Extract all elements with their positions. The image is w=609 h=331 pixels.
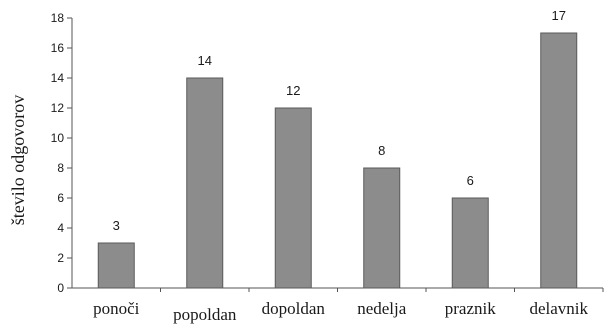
bar-ponoči (97, 242, 135, 289)
data-label: 17 (552, 8, 566, 23)
y-tick-label: 2 (57, 251, 64, 265)
y-tick-label: 14 (51, 71, 65, 85)
bar-praznik (451, 197, 489, 289)
bar-popoldan (186, 77, 224, 289)
bar-dopoldan (274, 107, 312, 289)
category-label: ponoči (93, 299, 140, 318)
bar-nedelja (363, 167, 401, 289)
data-label: 14 (198, 53, 212, 68)
y-tick-label: 10 (51, 131, 65, 145)
y-tick-label: 0 (57, 281, 64, 295)
plot-area: 0 2 4 6 8 10 12 14 16 18 3 ponoči 14 popoldan 12 dopold… (51, 8, 604, 324)
data-label: 6 (467, 173, 474, 188)
data-label: 8 (378, 143, 385, 158)
category-label: nedelja (357, 299, 407, 318)
y-tick-label: 12 (51, 101, 65, 115)
y-tick-label: 18 (51, 11, 65, 25)
category-label: dopoldan (262, 299, 326, 318)
y-tick-label: 8 (57, 161, 64, 175)
category-label: popoldan (173, 305, 237, 324)
category-label: delavnik (529, 299, 588, 318)
y-tick-label: 6 (57, 191, 64, 205)
y-tick-label: 4 (57, 221, 64, 235)
bar-delavnik (540, 32, 578, 289)
y-tick-label: 16 (51, 41, 65, 55)
category-label: praznik (445, 299, 496, 318)
data-label: 3 (113, 218, 120, 233)
y-axis-title: število odgovorov (8, 95, 28, 226)
data-label: 12 (286, 83, 300, 98)
